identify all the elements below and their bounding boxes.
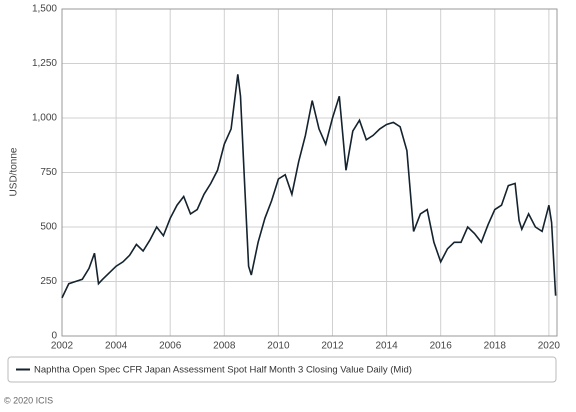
x-tick-label: 2002 [51,341,74,352]
y-tick-label: 1,500 [32,4,57,15]
x-tick-label: 2008 [213,341,236,352]
y-tick-label: 500 [40,222,57,233]
line [61,74,557,299]
y-axis-label: USD/tonne [9,147,20,196]
x-tick-label: 2004 [105,341,128,352]
x-tick-label: 2006 [159,341,182,352]
x-tick-label: 2016 [430,341,453,352]
x-tick-label: 2014 [375,341,398,352]
legend-label: Naphtha Open Spec CFR Japan Assessment S… [34,365,412,376]
plot-border [61,8,558,337]
y-tick-label: 0 [51,331,57,342]
y-tick-label: 1,000 [32,113,57,124]
legend [7,356,557,383]
y-tick-label: 750 [40,167,57,178]
x-tick-label: 2012 [321,341,344,352]
x-tick-label: 2010 [267,341,290,352]
x-tick-label: 2018 [484,341,507,352]
y-tick-label: 1,250 [32,58,57,69]
footer: © 2020 ICIS [4,395,53,405]
y-tick-label: 250 [40,276,57,287]
x-tick-label: 2020 [538,341,561,352]
